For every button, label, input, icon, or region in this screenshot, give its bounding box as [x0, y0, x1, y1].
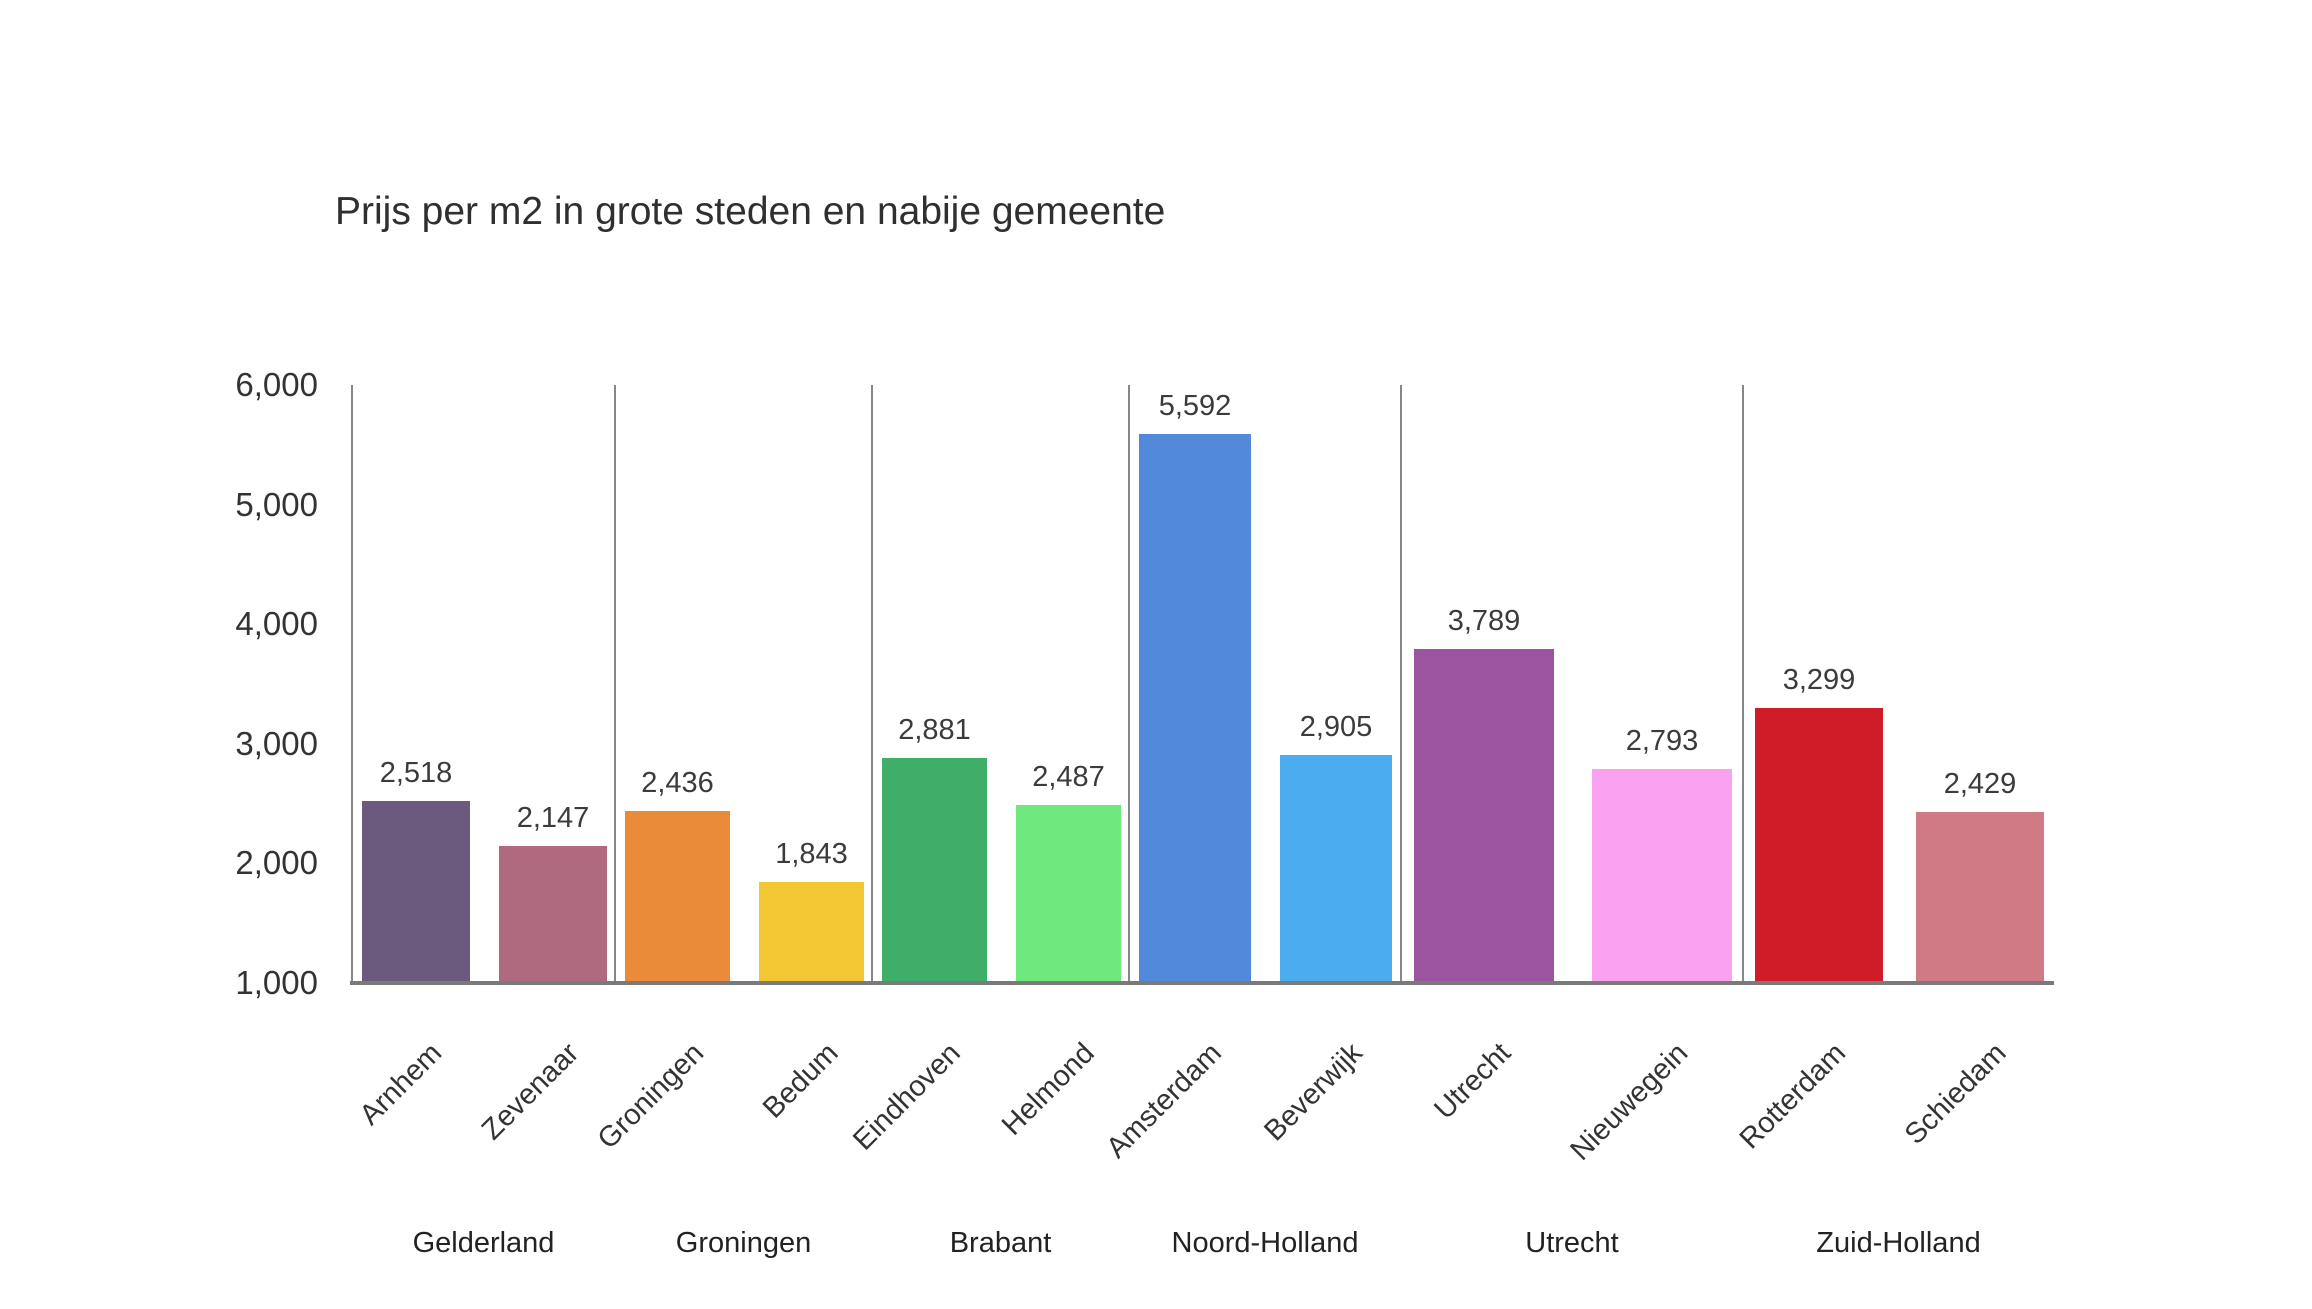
x-axis-city-label: Eindhoven — [847, 1037, 968, 1157]
bar-arnhem — [362, 801, 470, 983]
x-axis-city-label: Helmond — [996, 1037, 1102, 1142]
x-axis-city-label: Beverwijk — [1258, 1037, 1369, 1148]
group-separator-line — [1400, 385, 1402, 983]
x-axis-city-label: Zevenaar — [476, 1037, 586, 1147]
bar-eindhoven — [882, 758, 987, 983]
bar-rotterdam — [1755, 708, 1883, 983]
bar-value-label: 2,429 — [1943, 768, 2017, 801]
bar-value-label: 3,789 — [1447, 605, 1521, 638]
bar-value-label: 2,905 — [1299, 711, 1373, 744]
group-separator-line — [1742, 385, 1744, 983]
x-axis-province-label: Gelderland — [412, 1227, 555, 1259]
bar-zevenaar — [499, 845, 607, 983]
x-axis-city-label: Schiedam — [1898, 1037, 2013, 1151]
y-axis-tick-label: 5,000 — [235, 485, 318, 523]
y-axis-tick-label: 2,000 — [235, 844, 318, 882]
x-axis-province-label: Brabant — [949, 1227, 1052, 1259]
bar-beverwijk — [1280, 755, 1392, 983]
group-separator-line — [614, 385, 616, 983]
x-axis-city-label: Groningen — [591, 1037, 711, 1156]
x-axis-province-label: Groningen — [675, 1227, 812, 1259]
group-separator-line — [871, 385, 873, 983]
bar-bedum — [759, 882, 864, 983]
bar-value-label: 2,881 — [898, 714, 971, 747]
bar-nieuwegein — [1592, 768, 1732, 983]
bar-value-label: 2,147 — [516, 801, 590, 834]
x-axis-city-label: Utrecht — [1427, 1037, 1517, 1126]
bar-helmond — [1016, 805, 1121, 983]
x-axis-city-label: Bedum — [756, 1037, 845, 1125]
x-axis-province-label: Utrecht — [1525, 1227, 1619, 1259]
x-axis-city-label: Rotterdam — [1733, 1037, 1852, 1156]
group-separator-line — [1128, 385, 1130, 983]
bar-schiedam — [1916, 812, 2044, 983]
x-axis-city-label: Nieuwegein — [1564, 1037, 1695, 1167]
bar-groningen — [625, 811, 730, 983]
y-axis-tick-label: 4,000 — [235, 605, 318, 643]
x-axis-city-label: Amsterdam — [1100, 1037, 1228, 1165]
x-axis-line — [350, 981, 2054, 985]
bar-value-label: 2,793 — [1625, 724, 1699, 757]
bar-amsterdam — [1139, 433, 1251, 983]
bar-value-label: 5,592 — [1158, 389, 1232, 422]
bar-value-label: 2,487 — [1032, 761, 1105, 794]
y-axis-line — [351, 385, 353, 983]
x-axis-city-label: Arnhem — [354, 1037, 449, 1132]
bar-utrecht — [1414, 649, 1554, 983]
y-axis-tick-label: 3,000 — [235, 724, 318, 762]
y-axis-tick-label: 1,000 — [235, 964, 318, 1001]
chart-title: Prijs per m2 in grote steden en nabije g… — [335, 190, 1166, 233]
x-axis-province-label: Zuid-Holland — [1816, 1227, 1981, 1259]
x-axis-province-label: Noord-Holland — [1171, 1227, 1359, 1259]
bar-value-label: 2,518 — [379, 757, 453, 790]
bar-value-label: 2,436 — [641, 767, 714, 800]
y-axis-tick-label: 6,000 — [235, 366, 318, 403]
bar-value-label: 1,843 — [775, 838, 848, 871]
bar-value-label: 3,299 — [1782, 664, 1856, 697]
